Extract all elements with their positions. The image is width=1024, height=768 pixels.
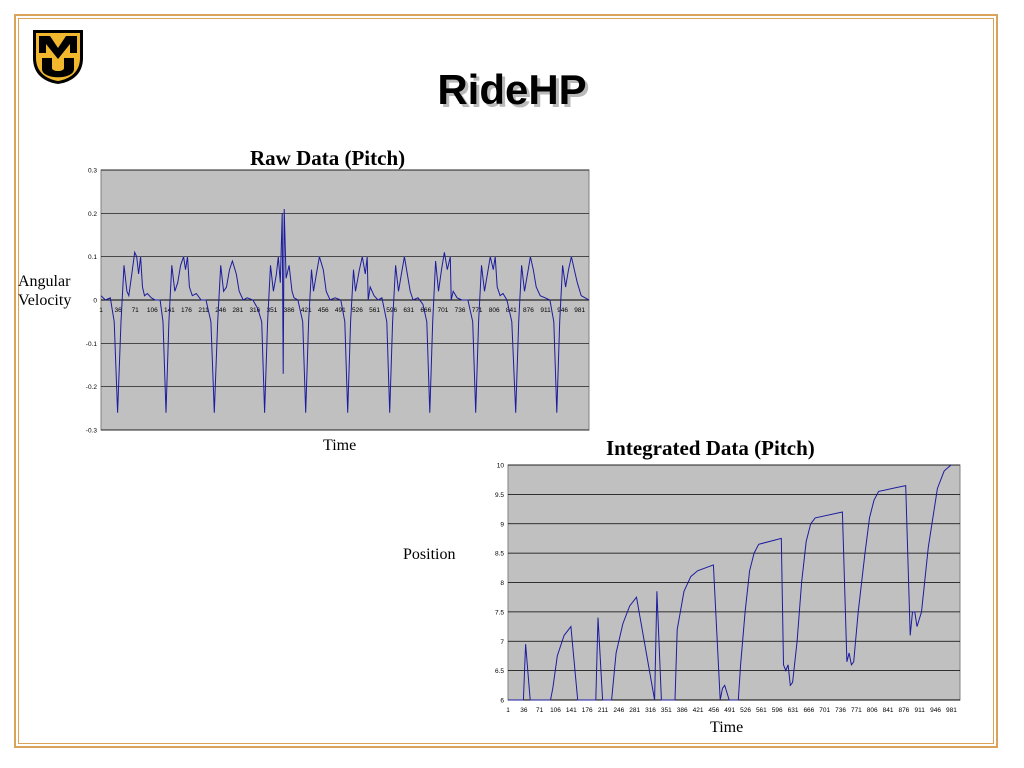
x-tick-label: 491 <box>335 307 346 314</box>
x-tick-label: 491 <box>724 707 735 714</box>
raw-chart-xlabel: Time <box>323 437 357 454</box>
series-line <box>508 464 952 701</box>
x-tick-label: 246 <box>215 307 226 314</box>
x-tick-label: 211 <box>598 707 609 714</box>
x-tick-label: 701 <box>438 307 449 314</box>
x-tick-label: 281 <box>232 307 243 314</box>
x-tick-label: 386 <box>284 307 295 314</box>
x-tick-label: 596 <box>772 707 783 714</box>
x-tick-label: 596 <box>386 307 397 314</box>
x-tick-label: 666 <box>420 307 431 314</box>
x-tick-label: 701 <box>819 707 830 714</box>
x-tick-label: 71 <box>536 707 544 714</box>
x-tick-label: 911 <box>915 707 926 714</box>
slide-frame-outer <box>14 14 998 748</box>
slide-frame-inner <box>18 18 994 744</box>
x-tick-label: 351 <box>661 707 672 714</box>
y-tick-label: 6.5 <box>495 668 504 675</box>
x-tick-label: 1 <box>506 707 510 714</box>
y-tick-label: 9.5 <box>495 492 504 499</box>
x-tick-label: 981 <box>946 707 957 714</box>
x-tick-label: 71 <box>132 307 140 314</box>
x-tick-label: 211 <box>198 307 209 314</box>
y-tick-label: 0.3 <box>88 168 97 175</box>
x-tick-label: 631 <box>788 707 799 714</box>
integrated-pitch-chart: 10 9.5 9 8.5 8 7.5 7 6.5 61 36 71 106 141 176 211 246 28… <box>495 463 961 714</box>
x-tick-label: 456 <box>708 707 719 714</box>
x-tick-label: 631 <box>403 307 414 314</box>
x-tick-label: 456 <box>318 307 329 314</box>
x-tick-label: 911 <box>540 307 551 314</box>
raw-chart-ylabel: Angular Velocity <box>18 273 72 309</box>
y-tick-label: -0.2 <box>86 384 98 391</box>
x-tick-label: 736 <box>455 307 466 314</box>
x-tick-label: 316 <box>249 307 260 314</box>
raw-chart-title: Raw Data (Pitch) <box>250 146 406 170</box>
x-tick-label: 106 <box>147 307 158 314</box>
series-line <box>100 208 590 413</box>
x-tick-label: 526 <box>740 707 751 714</box>
y-tick-label: -0.3 <box>86 428 98 435</box>
x-tick-label: 176 <box>181 307 192 314</box>
y-tick-label: 8.5 <box>495 551 504 558</box>
x-tick-label: 526 <box>352 307 363 314</box>
x-tick-label: 981 <box>574 307 585 314</box>
y-tick-label: -0.1 <box>86 341 98 348</box>
x-tick-label: 771 <box>851 707 862 714</box>
x-tick-label: 421 <box>693 707 704 714</box>
y-tick-label: 9 <box>500 521 504 528</box>
integrated-chart-title: Integrated Data (Pitch) <box>606 436 815 460</box>
y-tick-label: 8 <box>500 580 504 587</box>
x-tick-label: 141 <box>566 707 577 714</box>
x-tick-label: 666 <box>803 707 814 714</box>
x-tick-label: 316 <box>645 707 656 714</box>
x-tick-label: 421 <box>301 307 312 314</box>
x-tick-label: 876 <box>523 307 534 314</box>
x-tick-label: 946 <box>930 707 941 714</box>
x-tick-label: 246 <box>613 707 624 714</box>
x-tick-label: 281 <box>629 707 640 714</box>
integrated-chart-ylabel: Position <box>403 546 456 563</box>
x-tick-label: 351 <box>267 307 278 314</box>
x-tick-label: 806 <box>867 707 878 714</box>
y-tick-label: 0.2 <box>88 211 97 218</box>
x-tick-label: 561 <box>756 707 767 714</box>
mu-logo-icon: MU <box>33 30 83 84</box>
x-tick-label: 36 <box>114 307 122 314</box>
x-tick-label: 806 <box>489 307 500 314</box>
x-tick-label: 386 <box>677 707 688 714</box>
x-tick-label: 876 <box>898 707 909 714</box>
y-tick-label: 7 <box>500 639 504 646</box>
slide-title: RideHP <box>437 66 587 113</box>
x-tick-label: 561 <box>369 307 380 314</box>
raw-pitch-chart: 0.30.20.10-0.1-0.2-0.31 36 71 106 141 176 211 2… <box>86 168 590 435</box>
x-tick-label: 1 <box>99 307 103 314</box>
x-tick-label: 176 <box>582 707 593 714</box>
x-tick-label: 841 <box>506 307 517 314</box>
y-tick-label: 10 <box>497 463 505 470</box>
y-tick-label: 7.5 <box>495 609 504 616</box>
x-tick-label: 36 <box>520 707 528 714</box>
x-tick-label: 771 <box>472 307 483 314</box>
integrated-chart-xlabel: Time <box>710 719 744 736</box>
x-tick-label: 841 <box>883 707 894 714</box>
y-tick-label: 6 <box>500 698 504 705</box>
x-tick-label: 106 <box>550 707 561 714</box>
y-tick-label: 0 <box>93 298 97 305</box>
x-tick-label: 736 <box>835 707 846 714</box>
y-tick-label: 0.1 <box>88 254 97 261</box>
x-tick-label: 946 <box>557 307 568 314</box>
